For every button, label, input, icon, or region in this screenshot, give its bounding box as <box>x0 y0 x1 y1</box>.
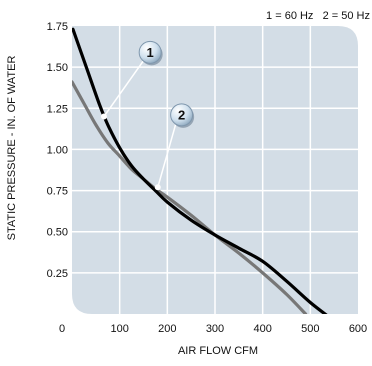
x-tick-label: 500 <box>301 323 319 335</box>
y-tick-label: 0.50 <box>47 227 68 239</box>
callout-leader-line <box>103 57 146 117</box>
y-tick-label: 1.75 <box>47 21 68 33</box>
y-tick-label: 0.25 <box>47 268 68 280</box>
y-tick-label: 1.25 <box>47 103 68 115</box>
callout-point <box>100 113 107 120</box>
x-tick-label: 0 <box>59 323 65 335</box>
tick-labels: 0 100 200 300 400 500 600 0.25 0.50 0.75 1.00 1.25 1… <box>47 21 368 335</box>
x-tick-label: 300 <box>206 323 224 335</box>
callout-bubble-label: 2 <box>178 107 185 122</box>
callout-leader-line <box>157 120 178 188</box>
y-tick-label: 1.50 <box>47 62 68 74</box>
y-axis-label: STATIC PRESSURE - IN. OF WATER <box>6 56 18 241</box>
x-tick-label: 100 <box>110 323 128 335</box>
legend-text: 1 = 60 Hz 2 = 50 Hz <box>266 10 370 22</box>
x-tick-label: 400 <box>253 323 271 335</box>
y-tick-label: 1.00 <box>47 144 68 156</box>
callout-2: 2 <box>154 103 195 191</box>
callout-bubble <box>170 103 194 127</box>
callout-bubble <box>138 40 162 64</box>
callout-point <box>154 184 161 191</box>
callouts: 12 <box>100 40 195 191</box>
callout-1: 1 <box>100 40 163 120</box>
x-tick-label: 200 <box>158 323 176 335</box>
y-tick-label: 0.75 <box>47 186 68 198</box>
x-tick-label: 600 <box>349 323 367 335</box>
callout-bubble-label: 1 <box>147 45 154 60</box>
x-axis-label: AIR FLOW CFM <box>178 345 258 357</box>
